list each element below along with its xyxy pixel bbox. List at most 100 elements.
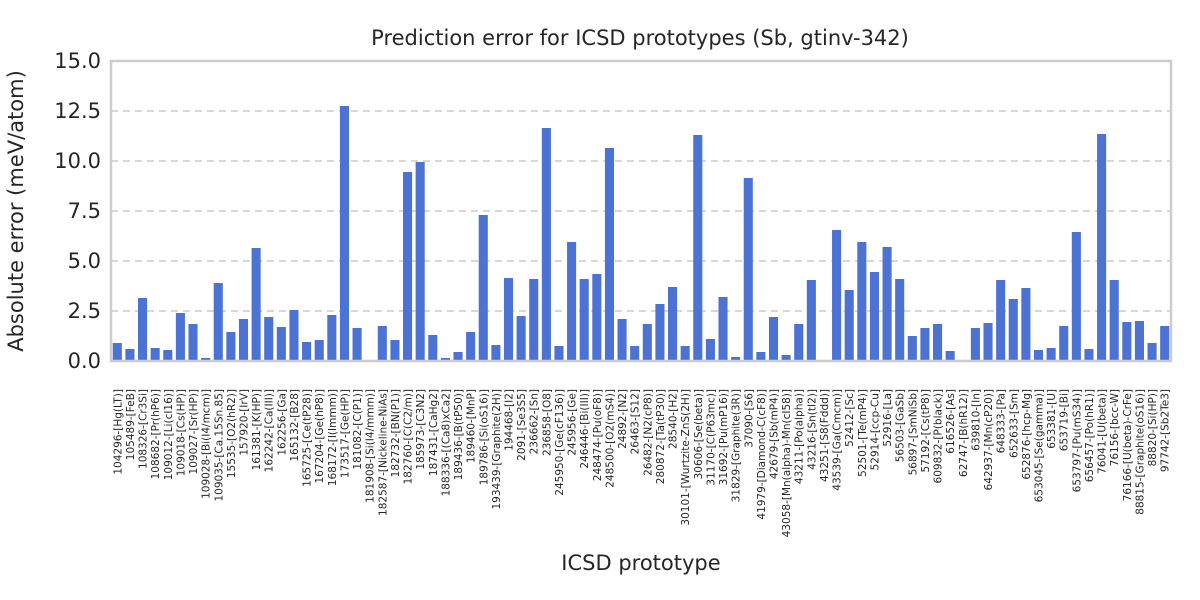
bar xyxy=(1147,343,1157,361)
bar xyxy=(428,335,438,361)
bar xyxy=(529,279,539,361)
bar xyxy=(907,336,917,361)
x-tick-label: 653045-[Se(gamma)] xyxy=(1034,389,1046,502)
x-tick-label: 52916-[La] xyxy=(882,389,894,447)
bar xyxy=(466,332,476,361)
x-tick-label: 236662-[Sn] xyxy=(529,389,541,454)
bar xyxy=(693,135,703,361)
bar xyxy=(377,326,387,361)
x-tick-label: 245956-[Ge] xyxy=(567,389,579,456)
bar xyxy=(895,279,905,361)
x-tick-label: 31692-[Pu(mP16)] xyxy=(718,389,730,485)
x-tick-label: 165132-[B28] xyxy=(289,389,301,462)
bar xyxy=(983,323,993,361)
bar xyxy=(390,340,400,361)
x-tick-label: 246446-[Bi(III)] xyxy=(579,389,591,469)
bar xyxy=(743,178,753,361)
x-tick-label: 182732-[BN(P1)] xyxy=(390,389,402,477)
x-tick-label: 648333-[Pa] xyxy=(996,389,1008,453)
x-tick-label: 52914-[ccp-Cu] xyxy=(869,389,881,470)
bar xyxy=(1008,299,1018,361)
x-tick-label: 26463-[S12] xyxy=(630,389,642,454)
x-tick-label: 37090-[S6] xyxy=(743,389,755,448)
bar xyxy=(1109,280,1119,361)
x-tick-label: 31170-[C(P63mc)] xyxy=(705,389,717,486)
x-tick-label: 88815-[Graphite(oS16)] xyxy=(1134,389,1146,515)
bar xyxy=(933,324,943,361)
bar xyxy=(579,279,589,361)
x-tick-label: 52412-[Sc] xyxy=(844,389,856,447)
bar xyxy=(680,346,690,361)
x-tick-label: 168172-[I(Immm)] xyxy=(327,389,339,486)
bar xyxy=(188,324,198,361)
bar xyxy=(1160,326,1170,361)
x-tick-label: 248500-[O2(mS4)] xyxy=(604,389,616,488)
x-tick-label: 642937-[Mn(cP20)] xyxy=(983,389,995,490)
y-tick-label: 0.0 xyxy=(68,349,101,373)
bar xyxy=(592,274,602,361)
bar xyxy=(339,106,349,361)
bar xyxy=(1021,288,1031,361)
bar xyxy=(945,351,955,361)
bar xyxy=(832,230,842,361)
bar xyxy=(604,148,614,361)
x-tick-label: 157920-[IrV] xyxy=(239,389,251,456)
x-tick-label: 108682-[Pr(hP6)] xyxy=(150,389,162,479)
bar xyxy=(668,287,678,361)
x-tick-label: 28540-[H2] xyxy=(668,389,680,449)
x-tick-label: 109027-[Sr(HP)] xyxy=(188,389,200,474)
bar xyxy=(352,328,362,361)
x-tick-label: 245950-[Ge(cF136)] xyxy=(554,389,566,496)
x-tick-label: 109028-[Bi(I4/mcm)] xyxy=(201,389,213,499)
bar xyxy=(314,340,324,361)
x-tick-label: 609832-[P(black)] xyxy=(933,389,945,483)
x-tick-label: 188336-[(Ca8)xCa2] xyxy=(440,389,452,496)
bar xyxy=(705,339,715,361)
bars xyxy=(112,106,1170,361)
bar xyxy=(327,315,337,361)
bar xyxy=(138,298,148,361)
bar xyxy=(289,310,299,361)
y-tick-label: 7.5 xyxy=(68,199,101,223)
x-tick-label: 653719-[Bi] xyxy=(1059,389,1071,451)
y-tick-label: 10.0 xyxy=(54,149,101,173)
x-tick-label: 57192-[Cs(tP8)] xyxy=(920,389,932,473)
x-tick-label: 104296-[Hg(LT)] xyxy=(112,389,124,475)
x-tick-label: 15535-[O2(hR2)] xyxy=(226,389,238,478)
bar xyxy=(756,352,766,361)
y-tick-label: 2.5 xyxy=(68,299,101,323)
bar xyxy=(781,355,791,361)
bar xyxy=(617,319,627,361)
plot-frame xyxy=(109,59,1173,363)
x-tick-label: 656457-[Po(hR1)] xyxy=(1084,389,1096,482)
bar xyxy=(415,162,425,361)
x-tick-label: 189786-[Si(oS16)] xyxy=(478,389,490,485)
y-tick-label: 12.5 xyxy=(54,99,101,123)
x-tick-label: 76156-[bcc-W] xyxy=(1109,389,1121,466)
bar xyxy=(238,319,249,361)
y-tick-labels: 0.0 2.5 5.0 7.5 10.0 12.5 15.0 xyxy=(54,49,101,373)
x-tick-labels: 104296-[Hg(LT)] 105489-[FeB] 108326-[Cr3Si… xyxy=(112,389,1171,537)
bar xyxy=(1033,350,1044,361)
bar xyxy=(844,290,854,361)
x-tick-label: 653797-[Pu(mS34)] xyxy=(1071,389,1083,492)
x-tick-label: 62747-[B(hR12)] xyxy=(958,389,970,477)
bar xyxy=(970,328,980,361)
x-tick-label: 30101-[Wurtzite-ZnS(2H)] xyxy=(680,389,692,526)
bar xyxy=(163,350,173,361)
x-tick-label: 652876-[hcp-Mg] xyxy=(1021,389,1033,480)
bar xyxy=(1097,134,1107,361)
x-tick-label: 194468-[I2] xyxy=(504,389,516,451)
bar xyxy=(996,280,1006,361)
bar xyxy=(175,313,185,361)
x-tick-label: 187431-[CaHg2] xyxy=(428,389,440,476)
bar xyxy=(567,242,577,361)
bar xyxy=(857,242,867,361)
x-tick-label: 173517-[Ge(HP)] xyxy=(339,389,351,478)
axes-border xyxy=(109,59,1173,363)
bar xyxy=(794,324,804,361)
x-axis-label: ICSD prototype xyxy=(561,551,720,575)
x-tick-label: 2091-[Se3S5] xyxy=(516,389,528,461)
x-tick-label: 181908-[Si(I4/mmm)] xyxy=(365,389,377,503)
x-tick-label: 181082-[C(P1)] xyxy=(352,389,364,470)
